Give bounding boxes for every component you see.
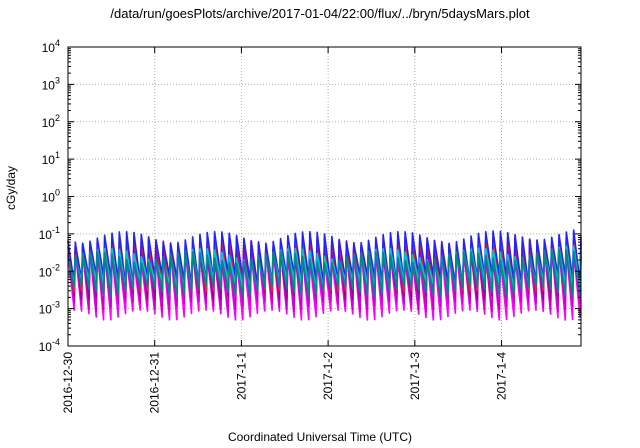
- chart-title: /data/run/goesPlots/archive/2017-01-04/2…: [110, 6, 530, 21]
- y-axis-ticks: 10-4 10-3 10-2 10-1 100 101 102 103 104: [39, 38, 581, 354]
- y-tick-label: 103: [42, 75, 60, 92]
- x-tick-label: 2017-1-2: [321, 352, 335, 400]
- x-tick-label: 2016-12-30: [61, 352, 75, 414]
- series-line: [67, 248, 582, 298]
- series-layer: [67, 229, 582, 321]
- y-tick-label: 10-2: [39, 262, 60, 279]
- y-tick-label: 100: [42, 188, 60, 205]
- y-tick-label: 10-4: [39, 337, 60, 354]
- x-tick-label: 2016-12-31: [148, 352, 162, 414]
- y-tick-label: 102: [42, 113, 60, 130]
- x-tick-label: 2017-1-3: [408, 352, 422, 400]
- x-tick-label: 2017-1-1: [234, 352, 248, 400]
- y-tick-label: 101: [42, 150, 60, 167]
- x-axis-ticks: 2016-12-30 2016-12-31 2017-1-1 2017-1-2 2017…: [61, 47, 509, 413]
- x-axis-label: Coordinated Universal Time (UTC): [227, 430, 413, 444]
- y-axis-label: cGy/day: [4, 165, 18, 210]
- x-tick-label: 2017-1-4: [495, 352, 509, 400]
- y-tick-label: 104: [42, 38, 60, 55]
- y-tick-label: 10-1: [39, 225, 60, 242]
- y-tick-label: 10-3: [39, 300, 60, 317]
